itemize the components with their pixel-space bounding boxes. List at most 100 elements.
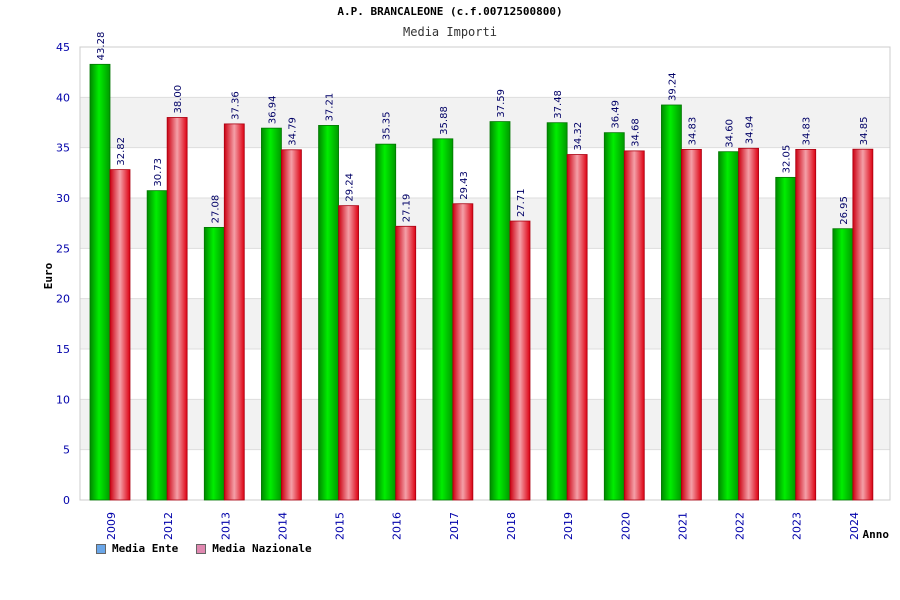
bar-media-nazionale-2012 [166, 117, 188, 501]
x-tick-label: 2022 [734, 512, 747, 540]
grid-band [80, 47, 890, 98]
y-tick-label: 0 [63, 494, 70, 507]
bar-media-ente-2019 [546, 122, 568, 501]
chart-title: A.P. BRANCALEONE (c.f.00712500800) [337, 5, 563, 18]
y-tick-label: 20 [56, 293, 70, 306]
y-tick-label: 5 [63, 444, 70, 457]
bar-media-nazionale-2022 [738, 147, 759, 501]
y-tick-label: 35 [56, 142, 70, 155]
legend-item-media-nazionale: Media Nazionale [196, 542, 312, 555]
x-tick-label: 2015 [334, 512, 347, 540]
bar-media-ente-2016 [375, 143, 397, 501]
grid-band [80, 97, 890, 148]
legend-swatch-media-ente [96, 543, 106, 554]
bar-media-nazionale-2020 [623, 150, 645, 501]
data-label: 32.05 [782, 145, 793, 174]
x-tick-label: 2019 [562, 512, 575, 540]
data-label: 38.00 [173, 85, 184, 114]
data-label: 27.71 [516, 188, 527, 217]
x-tick-label: 2021 [676, 512, 689, 540]
bar-media-ente-2021 [661, 104, 682, 501]
bar-media-nazionale-2023 [795, 148, 817, 501]
x-axis: 2009 2012 2013 2014 2015 2016 2017 2018 2019 2020… [105, 512, 861, 540]
data-label: 30.73 [153, 158, 164, 187]
bar-media-ente-2018 [489, 121, 511, 501]
bar-media-nazionale-2016 [395, 225, 417, 501]
data-label: 37.21 [325, 93, 336, 122]
bar-media-nazionale-2013 [223, 123, 245, 501]
grid-band [80, 147, 890, 198]
x-axis-label: Anno [863, 528, 890, 541]
bar-media-nazionale-2009 [109, 169, 131, 501]
y-tick-label: 40 [56, 91, 70, 104]
y-tick-label: 45 [56, 41, 70, 54]
x-tick-label: 2012 [162, 512, 175, 540]
data-label: 34.32 [573, 122, 584, 151]
x-tick-label: 2009 [105, 512, 118, 540]
x-tick-label: 2023 [791, 512, 804, 540]
legend-item-media-ente: Media Ente [96, 542, 178, 555]
bar-media-nazionale-2024 [852, 148, 874, 501]
y-tick-label: 10 [56, 393, 70, 406]
y-tick-label: 30 [56, 192, 70, 205]
y-axis: 0 5 10 15 20 25 30 35 40 45 [56, 41, 70, 507]
data-label: 36.49 [610, 100, 621, 129]
legend-label-media-ente: Media Ente [112, 542, 179, 555]
data-label: 27.19 [402, 194, 413, 223]
bar-media-nazionale-2019 [566, 154, 588, 501]
x-tick-label: 2013 [219, 512, 232, 540]
bar-media-nazionale-2014 [281, 149, 302, 501]
bar-media-ente-2013 [203, 226, 225, 501]
bar-media-nazionale-2021 [681, 148, 702, 501]
bar-media-ente-2014 [261, 127, 282, 501]
data-label: 37.48 [553, 90, 564, 119]
bar-media-ente-2024 [832, 228, 854, 501]
data-label: 27.08 [210, 195, 221, 224]
bar-media-ente-2022 [718, 151, 739, 501]
x-tick-label: 2014 [276, 512, 289, 540]
bars: 43.28 32.82 30.73 38.00 27.08 37.36 36.94 34.79… [89, 32, 874, 501]
y-tick-label: 25 [56, 242, 70, 255]
data-label: 34.83 [687, 117, 698, 146]
bar-media-nazionale-2015 [338, 205, 359, 501]
legend-swatch-media-nazionale [196, 543, 207, 554]
bar-media-nazionale-2017 [452, 203, 474, 501]
plot-frame [79, 46, 891, 501]
data-label: 36.94 [267, 95, 278, 124]
grid-band [80, 248, 890, 299]
bar-media-ente-2015 [318, 125, 339, 501]
legend: Media Ente Media Nazionale [96, 542, 312, 555]
grid-band [80, 399, 890, 450]
data-label: 39.24 [667, 72, 678, 101]
bar-media-ente-2017 [432, 138, 454, 501]
data-label: 37.59 [496, 89, 507, 118]
x-tick-label: 2016 [391, 512, 404, 540]
plot-background [79, 46, 891, 501]
x-tick-label: 2017 [448, 512, 461, 540]
data-label: 34.68 [630, 118, 641, 147]
grid-band [80, 349, 890, 400]
y-axis-label: Euro [42, 262, 55, 289]
chart-subtitle: Media Importi [403, 25, 497, 39]
bar-media-ente-2012 [146, 190, 168, 501]
grid-band [80, 198, 890, 249]
y-tick-label: 15 [56, 343, 70, 356]
grid-band [80, 298, 890, 349]
bar-media-ente-2023 [775, 176, 797, 501]
x-tick-label: 2018 [505, 512, 518, 540]
data-label: 35.88 [439, 106, 450, 135]
x-tick-label: 2020 [619, 512, 632, 540]
data-label: 34.79 [287, 117, 298, 146]
data-label: 29.43 [459, 171, 470, 200]
bar-media-nazionale-2018 [509, 220, 531, 501]
bar-media-ente-2020 [603, 132, 625, 501]
data-label: 26.95 [839, 196, 850, 225]
data-label: 37.36 [230, 91, 241, 120]
data-label: 34.85 [859, 117, 870, 146]
data-label: 34.60 [725, 119, 736, 148]
data-label: 34.83 [802, 117, 813, 146]
data-label: 32.82 [116, 137, 127, 166]
data-label: 35.35 [382, 112, 393, 141]
x-tick-label: 2024 [848, 512, 861, 540]
